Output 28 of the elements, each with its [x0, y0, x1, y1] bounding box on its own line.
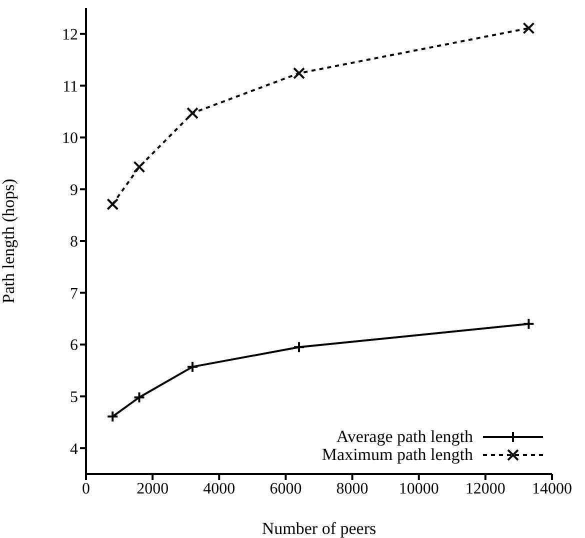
y-tick-label: 12 [62, 26, 78, 44]
x-axis-title: Number of peers [262, 519, 376, 538]
y-tick-label: 9 [70, 182, 78, 199]
point [293, 67, 306, 80]
x-tick-label: 10000 [398, 480, 439, 498]
legend-label: Maximum path length [322, 445, 473, 464]
y-tick-label: 6 [70, 337, 78, 354]
point [133, 160, 146, 173]
legend-label: Average path length [336, 427, 473, 446]
point [186, 107, 199, 120]
y-tick-label: 10 [62, 130, 78, 148]
y-tick-label: 11 [62, 78, 78, 96]
x-tick-label: 8000 [336, 480, 368, 498]
x-tick-label: 2000 [136, 480, 169, 498]
x-tick-label: 14000 [532, 480, 572, 498]
x-tick-label: 12000 [465, 480, 506, 498]
point [106, 198, 119, 210]
point [522, 22, 535, 34]
point [522, 318, 535, 330]
x-tick-label: 6000 [270, 480, 302, 498]
y-tick-label: 8 [70, 234, 78, 251]
x-tick-label: 0 [82, 480, 90, 498]
y-tick-label: 4 [70, 440, 78, 458]
y-axis-title: Path length (hops) [0, 178, 18, 304]
y-tick-label: 5 [70, 389, 78, 406]
point [133, 391, 146, 404]
y-tick-label: 7 [70, 285, 78, 302]
x-tick-label: 4000 [203, 480, 236, 498]
